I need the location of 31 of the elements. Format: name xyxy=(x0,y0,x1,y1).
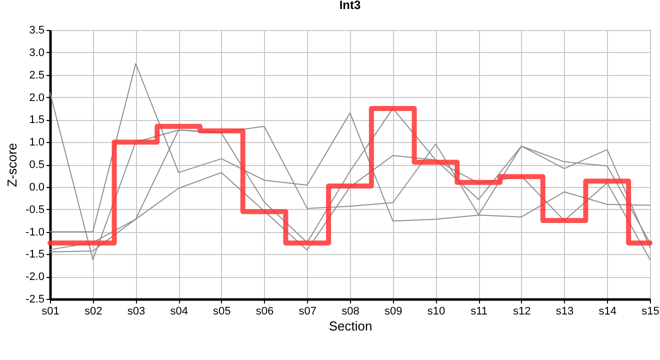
x-tick-label: s03 xyxy=(127,306,146,318)
y-tick-label: 1.0 xyxy=(29,136,44,149)
y-tick-label: -2.0 xyxy=(26,271,44,284)
x-tick-label: s12 xyxy=(513,306,531,318)
x-axis-title: Section xyxy=(328,318,372,334)
x-tick-label: s04 xyxy=(170,306,188,318)
y-tick-label: -2.5 xyxy=(26,294,44,306)
x-tick-label: s05 xyxy=(213,306,231,318)
y-tick-label: 0.5 xyxy=(29,159,44,171)
x-tick-label: s08 xyxy=(342,306,360,318)
x-tick-label: s06 xyxy=(256,306,274,318)
y-tick-label: 3.0 xyxy=(29,46,44,59)
y-tick-label: 1.5 xyxy=(29,114,44,126)
x-tick-label: s15 xyxy=(642,306,660,318)
x-tick-label: s02 xyxy=(84,306,102,318)
y-tick-label: 2.0 xyxy=(29,92,44,104)
x-tick-label: s10 xyxy=(427,306,446,318)
chart-title: Int3 xyxy=(339,0,361,12)
y-tick-label: 2.5 xyxy=(29,69,44,82)
x-tick-label: s09 xyxy=(384,306,402,318)
y-tick-label: 3.5 xyxy=(29,24,44,36)
x-tick-label: s11 xyxy=(470,306,488,318)
x-tick-label: s13 xyxy=(556,306,574,318)
x-tick-label: s14 xyxy=(598,306,617,318)
x-tick-label: s07 xyxy=(298,306,317,318)
x-tick-label: s01 xyxy=(42,306,60,318)
y-tick-label: -1.5 xyxy=(26,248,44,261)
y-tick-label: -1.0 xyxy=(26,226,44,238)
y-tick-label: 0.0 xyxy=(29,181,44,194)
y-tick-label: -0.5 xyxy=(26,204,44,216)
y-axis-title: Z-score xyxy=(4,142,20,188)
